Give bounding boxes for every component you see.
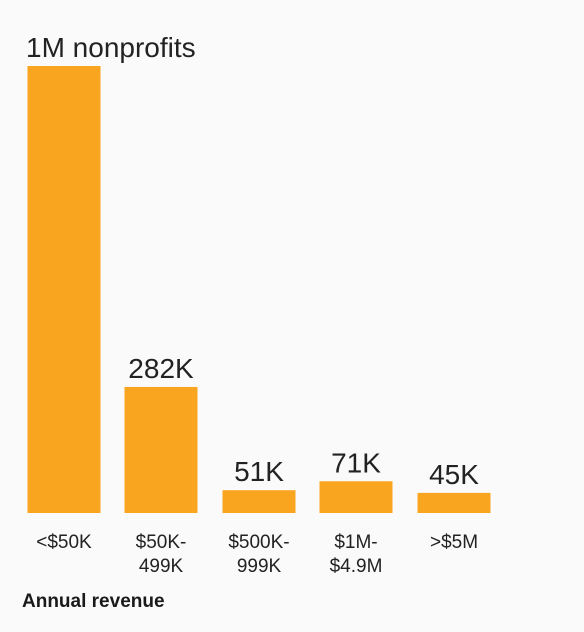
bar-value-label-3: 71K [331, 447, 381, 478]
bar-1 [124, 386, 198, 513]
bar-4 [417, 492, 491, 513]
bar-value-label-0: 1M nonprofits [26, 32, 196, 63]
x-tick-label-3: $1M-$4.9M [330, 532, 383, 577]
bar-value-label-4: 45K [429, 459, 479, 490]
x-tick-label-0: <$50K [36, 532, 92, 553]
data-labels-group: 1M nonprofits 282K 51K 71K 45K [26, 32, 479, 490]
x-tick-label-2: $500K-999K [228, 532, 289, 577]
bars-group [27, 66, 491, 513]
x-tick-label-1: $50K-499K [136, 532, 187, 577]
bar-0 [27, 66, 101, 513]
bar-value-label-1: 282K [128, 353, 194, 384]
bar-value-label-2: 51K [234, 456, 284, 487]
x-tick-label-4: >$5M [430, 532, 478, 553]
bar-3 [319, 481, 393, 513]
x-tick-labels-group: <$50K $50K-499K $500K-999K $1M-$4.9M >$5M [36, 532, 478, 577]
bar-2 [222, 490, 296, 513]
x-axis-title: Annual revenue [22, 591, 165, 612]
